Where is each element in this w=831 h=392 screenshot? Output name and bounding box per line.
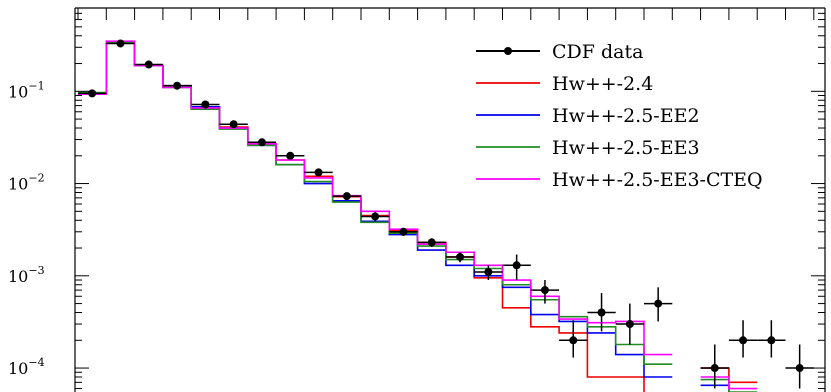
- data-point: [559, 320, 588, 358]
- data-point: [417, 238, 446, 248]
- y-tick-label: 10−4: [8, 356, 45, 378]
- data-point: [219, 120, 248, 129]
- data-point: [191, 100, 220, 109]
- data-point-marker: [540, 286, 549, 295]
- data-point-marker: [767, 336, 776, 345]
- data-point: [276, 151, 305, 160]
- data-point: [474, 265, 503, 281]
- data-point-marker: [173, 81, 182, 90]
- legend-entry: Hw++-2.4: [476, 73, 653, 95]
- y-tick-label-exponent: −3: [28, 264, 44, 277]
- data-point: [530, 280, 560, 304]
- data-point: [502, 254, 531, 281]
- series-line-4: [78, 40, 758, 390]
- axis-ticks: 10−110−210−310−4: [8, 7, 825, 390]
- data-points-layer: [78, 39, 814, 389]
- data-point-marker: [427, 238, 436, 247]
- data-point-marker: [229, 120, 238, 129]
- data-point: [728, 320, 758, 358]
- data-point-marker: [314, 168, 323, 177]
- data-point: [247, 138, 277, 147]
- data-point-marker: [201, 100, 210, 109]
- data-point-marker: [144, 60, 153, 69]
- y-tick-label: 10−3: [8, 264, 45, 286]
- data-point-marker: [342, 192, 351, 201]
- y-tick-label: 10−1: [8, 79, 45, 101]
- y-tick-label-base: 10: [8, 82, 28, 101]
- legend-label: Hw++-2.4: [552, 73, 653, 95]
- data-point-marker: [654, 299, 663, 308]
- series-line-1: [78, 41, 758, 392]
- data-point-marker: [399, 227, 408, 236]
- data-point: [361, 212, 390, 222]
- data-point: [78, 89, 107, 98]
- data-point-marker: [257, 138, 266, 147]
- legend-label: Hw++-2.5-EE3-CTEQ: [552, 169, 763, 191]
- series-line-3: [78, 41, 758, 392]
- histogram-layer: [78, 40, 758, 392]
- data-point: [134, 60, 163, 69]
- data-point-marker: [739, 336, 748, 345]
- data-point-marker: [597, 308, 606, 317]
- data-point: [162, 81, 192, 90]
- y-tick-label: 10−2: [8, 172, 45, 194]
- y-tick-label-base: 10: [8, 175, 28, 194]
- data-point-marker: [286, 151, 295, 160]
- data-point: [700, 344, 729, 389]
- legend-entry: Hw++-2.5-EE2: [476, 105, 700, 127]
- data-point: [106, 39, 135, 48]
- y-tick-label-base: 10: [8, 267, 28, 286]
- legend-label: Hw++-2.5-EE3: [552, 137, 700, 159]
- legend-marker: [504, 47, 512, 55]
- legend-label: Hw++-2.5-EE2: [552, 105, 700, 127]
- data-point: [615, 303, 644, 345]
- data-point-marker: [512, 261, 521, 270]
- y-tick-label-exponent: −4: [28, 356, 44, 369]
- legend-label: CDF data: [552, 41, 643, 63]
- data-point: [445, 252, 475, 263]
- data-point-marker: [795, 364, 804, 373]
- data-point-marker: [371, 212, 380, 221]
- legend: CDF data Hw++-2.4 Hw++-2.5-EE2 Hw++-2.5-EE3…: [476, 41, 763, 191]
- y-tick-label-base: 10: [8, 359, 28, 378]
- data-point: [332, 192, 361, 201]
- data-point-marker: [710, 364, 719, 373]
- y-tick-label-exponent: −2: [28, 172, 44, 185]
- data-point: [304, 168, 333, 177]
- legend-entry: Hw++-2.5-EE3: [476, 137, 700, 159]
- data-point: [587, 293, 616, 332]
- legend-entry: Hw++-2.5-EE3-CTEQ: [476, 169, 763, 191]
- data-point-marker: [116, 39, 125, 48]
- data-point: [389, 227, 418, 237]
- y-tick-label-exponent: −1: [28, 79, 44, 92]
- data-point: [757, 320, 786, 358]
- data-point: [785, 344, 814, 389]
- legend-entry: CDF data: [476, 41, 643, 63]
- data-point-marker: [88, 89, 97, 98]
- data-point-marker: [484, 267, 493, 276]
- data-point-marker: [569, 336, 578, 345]
- data-point-marker: [456, 252, 465, 261]
- data-point-marker: [625, 320, 634, 329]
- series-line-2: [78, 41, 730, 392]
- plot-frame: [74, 7, 826, 392]
- data-point: [644, 287, 673, 322]
